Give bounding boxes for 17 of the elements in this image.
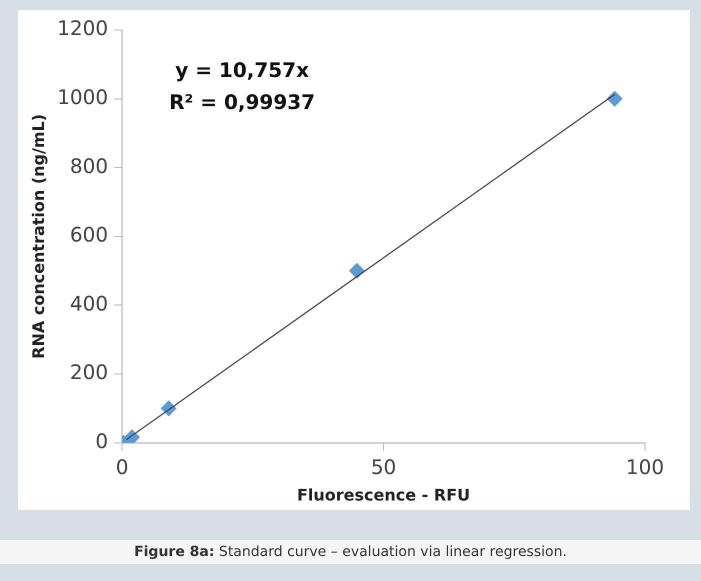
y-axis-title: RNA concentration (ng/mL)	[28, 114, 48, 359]
x-tick-label: 100	[626, 455, 664, 480]
annotation: R² = 0,99937	[169, 90, 316, 114]
x-tick-label: 0	[116, 455, 128, 480]
caption: Figure 8a: Standard curve – evaluation via linear regression.	[0, 540, 701, 564]
point	[606, 90, 623, 107]
x-axis-title: Fluorescence - RFU	[296, 486, 470, 505]
point	[348, 262, 365, 279]
y-tick-label: 1200	[57, 16, 108, 40]
y-tick-label: 400	[70, 291, 108, 316]
y-tick-label: 200	[70, 360, 108, 384]
annotation: y = 10,757x	[175, 58, 310, 82]
y-tick-label: 1000	[57, 85, 108, 110]
x-tick-label: 50	[370, 455, 396, 480]
y-tick-label: 0	[95, 429, 108, 454]
y-tick-label: 600	[70, 222, 108, 247]
y-tick-label: 800	[70, 154, 108, 178]
